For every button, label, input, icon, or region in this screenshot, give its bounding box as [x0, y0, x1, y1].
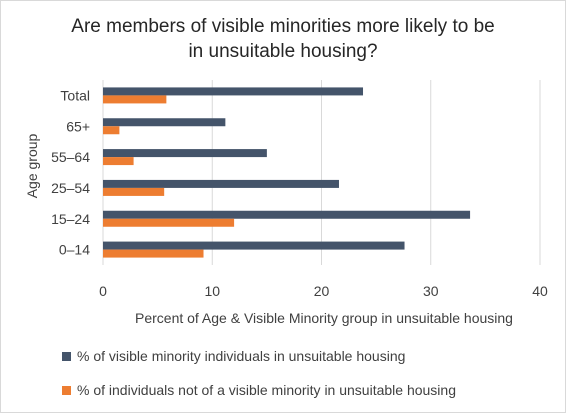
- category-label: 15–24: [51, 211, 90, 227]
- legend-label-not-visible-minority: % of individuals not of a visible minori…: [77, 382, 456, 398]
- x-tick-label: 40: [532, 283, 548, 299]
- category-labels: Total 65+ 55–64 25–54 15–24 0–14: [51, 87, 90, 257]
- bar-visible-minority: [103, 179, 339, 188]
- bar-not-visible-minority: [103, 249, 204, 258]
- bar-visible-minority: [103, 87, 364, 96]
- chart-title-line-2: in unsuitable housing?: [188, 41, 378, 62]
- x-axis-label: Percent of Age & Visible Minority group …: [135, 310, 513, 326]
- bar-not-visible-minority: [103, 157, 134, 166]
- bar-visible-minority: [103, 241, 405, 250]
- category-label: Total: [60, 87, 90, 103]
- bar-not-visible-minority: [103, 218, 235, 227]
- category-label: 55–64: [51, 149, 90, 165]
- legend-label-visible-minority: % of visible minority individuals in uns…: [77, 348, 406, 364]
- category-label: 65+: [66, 118, 90, 134]
- legend-item-not-visible-minority: % of individuals not of a visible minori…: [62, 381, 456, 399]
- gridlines: [102, 80, 541, 265]
- bars: [103, 87, 471, 258]
- x-tick-label: 10: [204, 283, 220, 299]
- chart-title-line-1: Are members of visible minorities more l…: [71, 16, 495, 37]
- bar-visible-minority: [103, 149, 267, 158]
- bar-not-visible-minority: [103, 126, 120, 135]
- bar-visible-minority: [103, 210, 471, 219]
- bar-not-visible-minority: [103, 95, 167, 104]
- bar-visible-minority: [103, 118, 226, 127]
- x-tick-label: 20: [314, 283, 330, 299]
- x-tick-label: 30: [423, 283, 439, 299]
- category-label: 0–14: [59, 242, 90, 258]
- category-label: 25–54: [51, 180, 90, 196]
- chart-title: Are members of visible minorities more l…: [0, 14, 566, 64]
- legend-swatch-not-visible-minority: [62, 385, 71, 395]
- bar-not-visible-minority: [103, 187, 165, 196]
- legend-swatch-visible-minority: [62, 351, 71, 361]
- y-axis-label: Age group: [24, 133, 40, 198]
- x-tick-labels: 0 10 20 30 40: [99, 283, 548, 299]
- x-tick-label: 0: [99, 283, 107, 299]
- legend-item-visible-minority: % of visible minority individuals in uns…: [62, 347, 405, 365]
